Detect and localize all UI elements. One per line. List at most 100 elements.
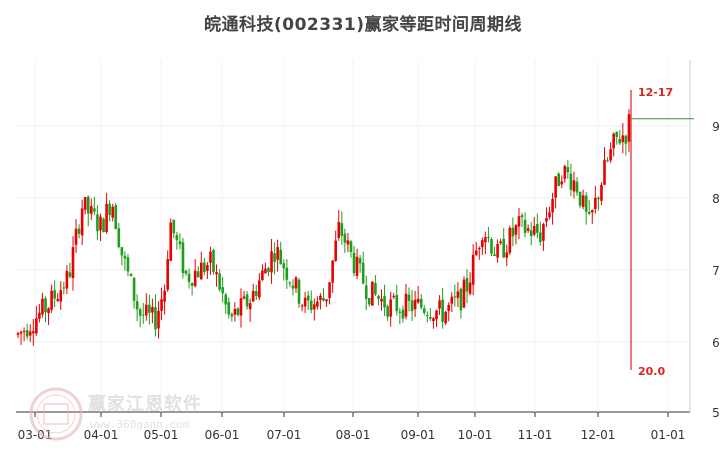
candle-body <box>50 290 53 310</box>
candle-body <box>16 333 20 335</box>
candle-body <box>358 258 362 264</box>
candle-body <box>273 253 276 262</box>
candle-body <box>236 308 240 315</box>
candle-body <box>441 299 444 322</box>
candle-body <box>215 272 218 275</box>
candle-body <box>496 243 499 258</box>
candle-body <box>123 255 127 259</box>
candle-body <box>594 197 597 210</box>
candle-body <box>77 228 81 234</box>
candle-body <box>597 197 600 200</box>
chart-title: 皖通科技(002331)赢家等距时间周期线 <box>203 15 522 35</box>
candle-body <box>28 331 32 336</box>
candle-body <box>108 203 111 216</box>
candle-body <box>190 282 194 286</box>
candle-body <box>401 309 405 319</box>
candle-body <box>288 282 292 284</box>
candle-body <box>383 296 386 308</box>
watermark-url: www.360gann.com <box>90 418 190 431</box>
watermark: 赢家江恩软件 www.360gann.com <box>28 386 228 442</box>
candle-body <box>410 300 414 312</box>
candle-body <box>590 210 594 213</box>
candle-body <box>386 306 389 317</box>
candle-body <box>111 206 114 218</box>
candle-body <box>175 235 179 241</box>
candle-body <box>138 309 142 316</box>
candle-body <box>514 225 518 235</box>
watermark-name: 赢家江恩软件 <box>88 394 202 415</box>
x-tick-label: 08-01 <box>336 428 371 442</box>
y-tick-label: 7 <box>712 264 720 278</box>
candle-body <box>132 277 136 301</box>
candle-body <box>520 215 524 218</box>
candle-body <box>328 282 331 298</box>
candle-body <box>80 208 84 236</box>
candle-body <box>563 165 567 179</box>
candle-body <box>474 250 478 255</box>
candle-body <box>340 223 344 236</box>
candle-body <box>459 288 463 311</box>
candle-body <box>426 314 429 317</box>
candle-body <box>465 277 469 292</box>
candle-body <box>557 173 560 187</box>
candle-body <box>477 248 481 250</box>
candle-body <box>239 298 243 316</box>
candle-body <box>224 294 228 305</box>
candle-body <box>285 267 289 280</box>
candle-body <box>166 259 169 290</box>
candle-body <box>313 304 316 310</box>
candle-body <box>380 298 383 302</box>
candle-body <box>102 218 105 233</box>
candle-body <box>83 197 87 210</box>
candle-body <box>413 299 417 310</box>
candle-body <box>529 230 533 237</box>
candle-body <box>184 270 188 274</box>
candle-body <box>209 251 212 263</box>
y-tick-label: 6 <box>712 336 720 350</box>
x-tick-label: 09-01 <box>401 428 436 442</box>
candle-body <box>572 180 576 192</box>
candle-body <box>502 238 506 258</box>
candle-body <box>117 228 121 248</box>
candle-body <box>511 227 515 237</box>
x-tick-label: 03-01 <box>18 428 53 442</box>
candle-body <box>172 219 176 234</box>
candle-body <box>364 285 368 299</box>
candle-body <box>306 295 310 301</box>
candle-body <box>160 299 163 311</box>
candle-body <box>276 247 279 260</box>
candle-body <box>258 280 261 298</box>
candle-body <box>462 279 466 308</box>
candle-body <box>505 252 509 258</box>
candle-body <box>612 133 615 149</box>
candle-body <box>523 219 527 233</box>
candle-body <box>389 299 392 317</box>
candle-body <box>355 256 359 276</box>
candle-body <box>56 298 60 301</box>
candle-body <box>319 295 322 301</box>
candle-body <box>154 307 157 330</box>
candle-body <box>144 304 148 316</box>
candle-body <box>361 262 365 284</box>
candle-body <box>129 273 133 276</box>
candle-body <box>517 216 521 227</box>
x-tick-label: 05-01 <box>144 428 179 442</box>
candle-body <box>248 303 252 310</box>
candle-body <box>435 310 438 320</box>
candle-body <box>270 251 273 273</box>
y-tick-label: 9 <box>712 120 720 134</box>
candle-body <box>303 297 307 307</box>
candle-body <box>490 239 493 254</box>
candle-body <box>233 308 237 315</box>
candle-body <box>316 301 319 307</box>
candle-body <box>545 217 548 222</box>
candle-body <box>47 308 50 314</box>
candle-body <box>261 270 264 281</box>
candle-body <box>264 268 267 274</box>
candle-body <box>114 205 118 230</box>
candle-body <box>419 298 423 308</box>
candle-body <box>59 290 63 302</box>
x-tick-label: 12-01 <box>581 428 616 442</box>
candle-body <box>618 138 622 144</box>
cycle-date-label: 12-17 <box>638 86 673 99</box>
